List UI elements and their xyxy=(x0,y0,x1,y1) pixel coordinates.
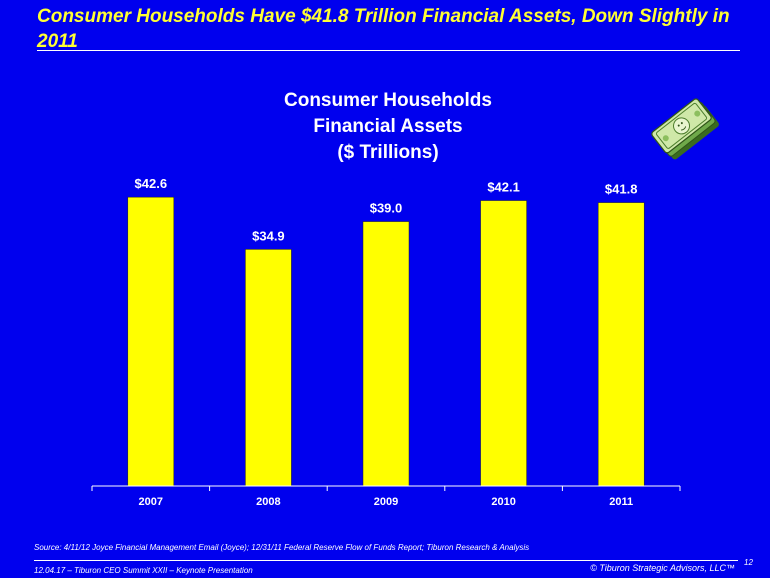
bar-2008 xyxy=(245,249,292,487)
bar-2011 xyxy=(597,202,645,487)
data-label-2011: $41.8 xyxy=(605,182,638,197)
data-label-2009: $39.0 xyxy=(370,201,403,216)
money-stack-icon xyxy=(651,98,719,160)
chart-title-line-2: Financial Assets xyxy=(313,116,463,137)
bar-2009 xyxy=(362,221,410,487)
chart-title: Consumer Households Financial Assets ($ … xyxy=(188,88,588,166)
slide-title: Consumer Households Have $41.8 Trillion … xyxy=(37,6,730,52)
source-note: Source: 4/11/12 Joyce Financial Manageme… xyxy=(34,543,530,552)
page-number: 12 xyxy=(744,558,753,567)
x-tick-label-2010: 2010 xyxy=(491,496,515,508)
data-label-2007: $42.6 xyxy=(135,176,168,191)
footer-copyright: © Tiburon Strategic Advisors, LLC™ xyxy=(590,563,735,573)
x-tick-label-2009: 2009 xyxy=(374,496,398,508)
footer-divider xyxy=(34,560,738,561)
chart-title-line-1: Consumer Households xyxy=(284,90,492,111)
x-tick-label-2011: 2011 xyxy=(609,496,633,508)
x-tick-label-2008: 2008 xyxy=(256,496,280,508)
x-tick-label-2007: 2007 xyxy=(139,496,163,508)
chart-title-line-3: ($ Trillions) xyxy=(337,142,439,163)
data-label-2008: $34.9 xyxy=(252,228,285,243)
footer-presentation-info: 12.04.17 – Tiburon CEO Summit XXII – Key… xyxy=(34,566,253,575)
data-label-2010: $42.1 xyxy=(487,180,520,195)
bar-2007 xyxy=(127,196,175,487)
title-divider xyxy=(37,50,740,51)
bar-2010 xyxy=(480,200,527,487)
